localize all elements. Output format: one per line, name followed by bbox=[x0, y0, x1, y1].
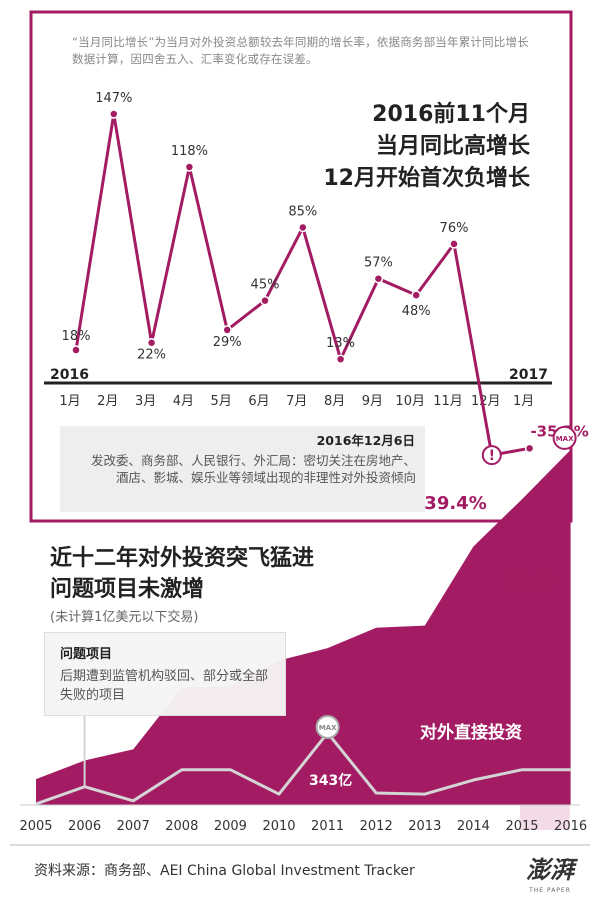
problem-box-body: 后期遭到监管机构驳回、部分或全部失败的项目 bbox=[60, 669, 269, 703]
max-badge-label: MAX bbox=[556, 435, 574, 443]
month-tick-label: 4月 bbox=[173, 394, 194, 409]
method-note: “当月同比增长”为当月对外投资总额较去年同期的增长率，依据商务部当年累计同比增长… bbox=[72, 35, 529, 66]
line-chart-axis: 2016 2017 1月 2月 3月 4月 5月 6月 7月 8月 9月 10月 11月 12月 1月 bbox=[44, 367, 552, 409]
month-tick-label: 9月 bbox=[362, 394, 383, 409]
year-tick-label: 2013 bbox=[408, 819, 441, 834]
yoy-point bbox=[411, 290, 421, 300]
section2-title-line1: 近十二年对外投资突飞猛进 bbox=[50, 546, 315, 571]
yoy-point bbox=[146, 337, 157, 348]
year-tick-label: 2010 bbox=[262, 819, 295, 834]
year-label-2017: 2017 bbox=[509, 367, 548, 383]
yoy-value-label: 13% bbox=[326, 336, 355, 351]
yoy-point bbox=[373, 273, 384, 284]
event-box bbox=[60, 426, 425, 512]
year-tick-label: 2007 bbox=[117, 819, 150, 834]
yoy-value-label: 45% bbox=[251, 278, 280, 293]
month-tick-label: 11月 bbox=[433, 394, 463, 409]
month-tick-label: 5月 bbox=[211, 394, 232, 409]
month-tick-label: 7月 bbox=[286, 394, 307, 409]
fdi-2016-value-label: 1691亿 bbox=[504, 573, 557, 589]
yoy-point bbox=[184, 162, 195, 172]
yoy-value-label: 85% bbox=[288, 204, 317, 219]
yoy-value-label: 147% bbox=[95, 91, 132, 106]
yoy-point bbox=[71, 345, 81, 355]
problem-box-title: 问题项目 bbox=[60, 647, 113, 662]
fdi-area bbox=[36, 449, 571, 805]
yoy-value-label: -39.4% bbox=[417, 493, 487, 514]
yoy-value-label: 48% bbox=[402, 304, 431, 319]
yoy-point bbox=[524, 443, 535, 454]
month-tick-label: 10月 bbox=[395, 394, 425, 409]
yoy-value-label: 18% bbox=[62, 329, 91, 344]
month-tick-label: 2月 bbox=[97, 394, 118, 409]
year-tick-label: 2005 bbox=[19, 819, 52, 834]
yoy-value-label: 29% bbox=[213, 335, 242, 350]
svg-text:THE PAPER: THE PAPER bbox=[528, 887, 571, 894]
yoy-point bbox=[335, 354, 346, 364]
yoy-point bbox=[449, 239, 459, 249]
max-badge-label: MAX bbox=[319, 724, 337, 732]
month-tick-label: 12月 bbox=[471, 394, 501, 409]
yoy-value-label: 57% bbox=[364, 256, 393, 271]
year-tick-label: 2006 bbox=[68, 819, 101, 834]
event-date: 2016年12月6日 bbox=[316, 433, 415, 448]
month-tick-label: 6月 bbox=[248, 394, 269, 409]
section2-title-line2: 问题项目未激增 bbox=[50, 577, 205, 602]
section2-subtitle: (未计算1亿美元以下交易) bbox=[50, 610, 199, 625]
area-chart: 2005 2006 2007 2008 2009 2010 2011 2012 2013 2014… bbox=[19, 425, 587, 834]
yoy-value-label: 22% bbox=[137, 348, 166, 363]
svg-text:澎湃: 澎湃 bbox=[526, 855, 579, 884]
year-tick-label: 2011 bbox=[311, 819, 344, 834]
year-tick-label: 2008 bbox=[165, 819, 198, 834]
yoy-point bbox=[222, 325, 232, 335]
year-label-2016: 2016 bbox=[50, 367, 89, 383]
year-tick-label: 2009 bbox=[214, 819, 247, 834]
yoy-value-label: 118% bbox=[171, 144, 208, 159]
month-tick-label: 1月 bbox=[513, 394, 534, 409]
month-tick-label: 3月 bbox=[135, 394, 156, 409]
headline-line3: 12月开始首次负增长 bbox=[323, 166, 530, 191]
month-tick-label: 8月 bbox=[324, 394, 345, 409]
yoy-point bbox=[109, 109, 119, 119]
yoy-point bbox=[298, 222, 308, 233]
problem-2011-value-label: 343亿 bbox=[309, 773, 353, 789]
yoy-value-label: 76% bbox=[440, 221, 469, 236]
year-tick-label: 2015 bbox=[505, 819, 538, 834]
problem-box bbox=[44, 632, 286, 716]
headline-line1: 2016前11个月 bbox=[372, 102, 530, 127]
event-body: 发改委、商务部、人民银行、外汇局：密切关注在房地产、酒店、影城、娱乐业等领域出现… bbox=[90, 453, 416, 485]
month-tick-label: 1月 bbox=[59, 394, 80, 409]
max-badge bbox=[552, 425, 577, 450]
year-tick-label: 2014 bbox=[457, 819, 490, 834]
max-badge bbox=[315, 714, 340, 739]
yoy-point bbox=[260, 295, 270, 306]
headline-line2: 当月同比高增长 bbox=[375, 134, 530, 159]
fdi-series-label: 对外直接投资 bbox=[420, 723, 522, 743]
year-tick-label: 2016 bbox=[554, 819, 587, 834]
warning-icon: ! bbox=[489, 448, 495, 464]
warning-marker bbox=[481, 445, 502, 466]
thepaper-logo: 澎湃 THE PAPER bbox=[526, 855, 579, 894]
source-note: 资料来源：商务部、AEI China Global Investment Tra… bbox=[34, 863, 415, 879]
problem-project-line bbox=[35, 731, 571, 806]
year-tick-label: 2012 bbox=[360, 819, 393, 834]
